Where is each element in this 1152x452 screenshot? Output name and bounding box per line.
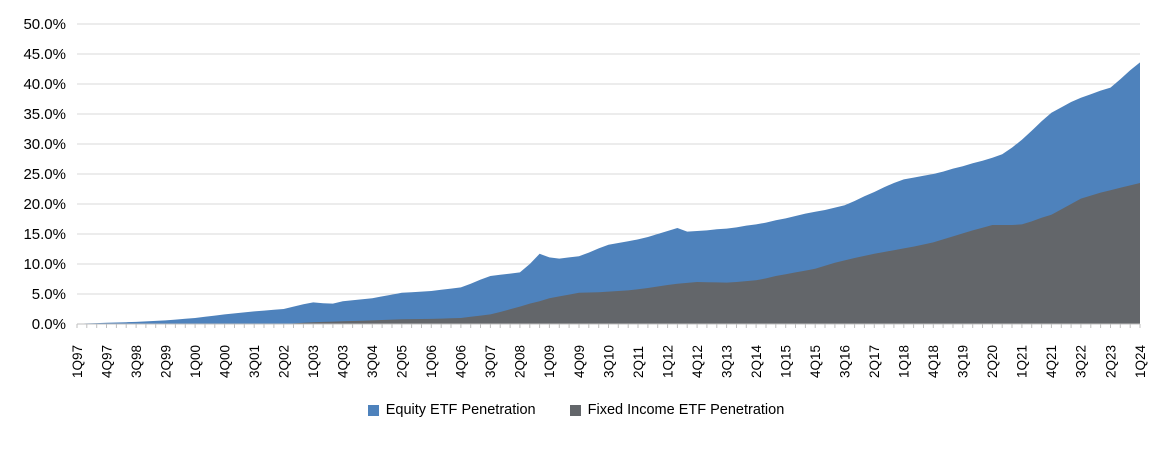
x-tick-label: 1Q00 — [188, 345, 203, 378]
x-tick-label: 3Q16 — [838, 345, 853, 378]
x-tick-label: 3Q22 — [1074, 345, 1089, 378]
x-tick-label: 4Q09 — [572, 345, 587, 378]
x-tick-label: 4Q97 — [99, 345, 114, 378]
x-tick-label: 1Q03 — [306, 345, 321, 378]
x-tick-label: 2Q02 — [277, 345, 292, 378]
y-tick-label: 45.0% — [23, 46, 66, 63]
x-tick-label: 2Q05 — [395, 345, 410, 378]
x-tick-label: 1Q06 — [424, 345, 439, 378]
x-tick-label: 1Q21 — [1015, 345, 1030, 378]
y-tick-label: 40.0% — [23, 76, 66, 93]
x-tick-label: 2Q14 — [749, 344, 764, 378]
x-tick-label: 3Q98 — [129, 345, 144, 378]
x-tick-label: 4Q03 — [336, 345, 351, 378]
y-tick-label: 35.0% — [23, 106, 66, 123]
x-tick-label: 2Q23 — [1103, 345, 1118, 378]
x-tick-label: 2Q99 — [158, 345, 173, 378]
fixed-income-swatch-icon — [569, 404, 581, 416]
legend-item-fixed-income: Fixed Income ETF Penetration — [569, 402, 785, 418]
y-tick-label: 10.0% — [23, 256, 66, 273]
x-tick-label: 4Q00 — [217, 345, 232, 378]
x-tick-label: 3Q13 — [719, 345, 734, 378]
x-tick-label: 4Q18 — [926, 345, 941, 378]
x-tick-label: 1Q15 — [779, 345, 794, 378]
y-axis-labels: 0.0% 5.0% 10.0% 15.0% 20.0% 25.0% 30.0% 35.0% 40… — [23, 16, 66, 333]
y-tick-label: 30.0% — [23, 136, 66, 153]
x-tick-label: 4Q12 — [690, 345, 705, 378]
x-tick-label: 1Q18 — [897, 345, 912, 378]
x-axis-labels: 1Q97 4Q97 3Q98 2Q99 1Q00 4Q00 3Q01 2Q02 1Q03 4Q03… — [70, 344, 1148, 378]
x-tick-label: 4Q06 — [454, 345, 469, 378]
x-tick-label: 2Q17 — [867, 345, 882, 378]
x-tick-label: 3Q01 — [247, 345, 262, 378]
x-tick-label: 1Q24 — [1133, 344, 1148, 378]
x-tick-label: 1Q09 — [542, 345, 557, 378]
y-tick-label: 25.0% — [23, 166, 66, 183]
y-tick-label: 5.0% — [32, 286, 66, 303]
x-tick-label: 3Q19 — [956, 345, 971, 378]
area-series — [77, 62, 1140, 325]
x-tick-label: 4Q21 — [1044, 345, 1059, 378]
x-tick-label: 2Q08 — [513, 345, 528, 378]
y-tick-label: 20.0% — [23, 196, 66, 213]
legend-item-equity: Equity ETF Penetration — [367, 402, 536, 418]
chart-legend: Equity ETF Penetration Fixed Income ETF … — [0, 402, 1152, 418]
x-tick-label: 1Q97 — [70, 345, 85, 378]
legend-label-equity: Equity ETF Penetration — [385, 402, 536, 418]
legend-label-fixed-income: Fixed Income ETF Penetration — [587, 402, 785, 418]
gridlines — [77, 23, 1140, 295]
x-tick-label: 3Q10 — [601, 345, 616, 378]
axes — [76, 323, 1141, 328]
y-tick-label: 50.0% — [23, 16, 66, 33]
x-tick-label: 2Q20 — [985, 345, 1000, 378]
fixed-income-area — [77, 183, 1140, 324]
y-tick-label: 15.0% — [23, 226, 66, 243]
y-tick-label: 0.0% — [32, 316, 66, 333]
x-tick-label: 1Q12 — [660, 345, 675, 378]
x-tick-label: 4Q15 — [808, 345, 823, 378]
x-tick-label: 3Q07 — [483, 345, 498, 378]
equity-swatch-icon — [367, 404, 379, 416]
x-tick-label: 3Q04 — [365, 344, 380, 378]
x-tick-label: 2Q11 — [631, 346, 646, 378]
